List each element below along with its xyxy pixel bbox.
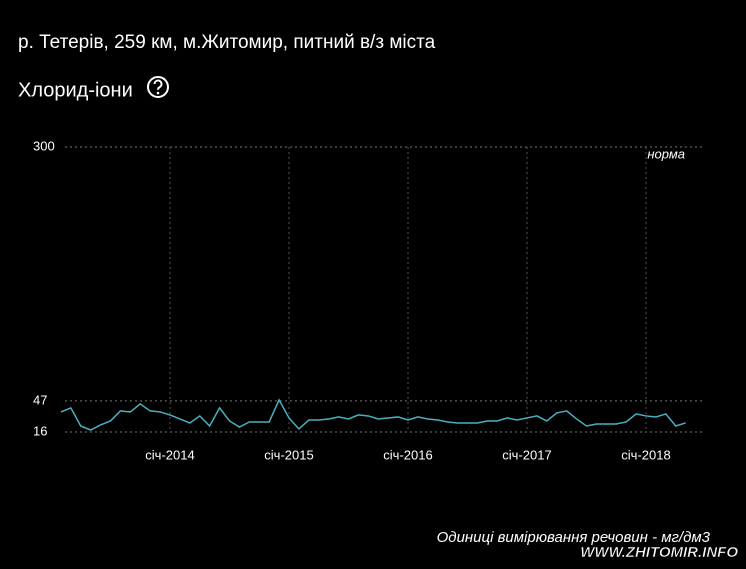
watermark: WWW.ZHITOMIR.INFO [580,544,738,561]
units-note: Одиниці вимірювання речовин - мг/дм3 [437,529,711,546]
norm-label: норма [647,146,685,161]
chart-subtitle: Хлорид-іони [18,79,133,101]
x-tick-label: січ-2017 [502,447,551,462]
y-tick-label: 47 [33,392,47,407]
y-tick-label: 300 [33,138,55,153]
x-tick-label: січ-2016 [383,447,432,462]
help-icon[interactable] [147,76,169,98]
help-circle[interactable] [147,76,169,98]
help-glyph[interactable] [153,79,163,90]
x-tick-label: січ-2018 [621,447,670,462]
help-dot[interactable] [156,91,160,95]
x-tick-label: січ-2015 [264,447,313,462]
y-tick-label: 16 [33,423,47,438]
chart-title: р. Тетерів, 259 км, м.Житомир, питний в/… [18,32,436,53]
x-tick-label: січ-2014 [145,447,194,462]
series-line [60,398,686,431]
